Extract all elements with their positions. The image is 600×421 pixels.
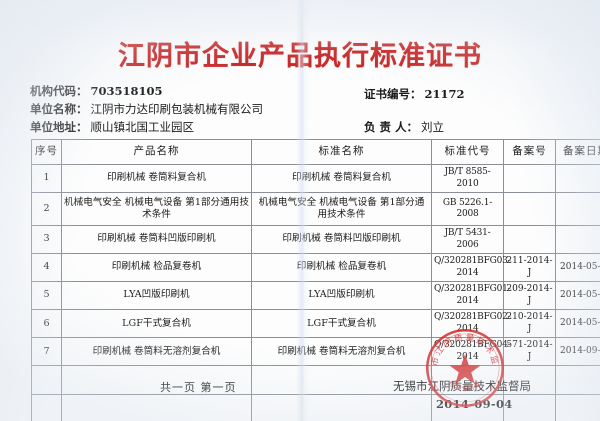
cell-file-no (503, 163, 556, 194)
cell-standard: LYA凹版印刷机 (251, 281, 432, 311)
person-in-charge-value: 刘立 (421, 120, 445, 134)
table-row: 1 印刷机械 卷筒料复合机 印刷机械 卷筒料复合机 JB/T 8585-2010 (31, 163, 600, 194)
cell-seq: 7 (31, 337, 62, 367)
column-header-code: 标准代号 (431, 139, 504, 165)
certificate-number-field: 证书编号： 21172 (364, 86, 465, 102)
cell-product: 机械电气安全 机械电气设备 第1部分通用技术条件 (61, 192, 252, 227)
certificate-number-value: 21172 (424, 87, 465, 101)
table-header-row: 序号 产品名称 标准名称 标准代号 备案号 备案日期 (31, 139, 600, 165)
table-row: 4 印刷机械 检品复卷机 印刷机械 检品复卷机 Q/320281BFG03-2014 2… (31, 253, 600, 283)
cell-code: JB/T 5431-2006 (431, 225, 504, 255)
certificate-number-label: 证书编号： (364, 87, 422, 101)
cell-empty (31, 365, 62, 396)
page-title: 江阴市企业产品执行标准证书 (118, 41, 482, 72)
column-header-seq: 序号 (31, 139, 62, 165)
page-count-text: 共一页 第一页 (160, 381, 237, 394)
cell-product: 印刷机械 卷筒料无溶剂复合机 (61, 337, 252, 367)
cell-file-no (503, 192, 556, 227)
cell-file-date: 2014-05-07 (555, 309, 600, 339)
column-header-file-no: 备案号 (503, 139, 556, 165)
cell-standard: 印刷机械 卷筒料复合机 (251, 163, 432, 194)
cell-standard: 机械电气安全 机械电气设备 第1部分通用技术条件 (251, 192, 432, 227)
cell-file-no: 211-2014-J (503, 253, 556, 283)
cell-code: JB/T 8585-2010 (431, 163, 504, 194)
table-row: 6 LGF干式复合机 LGF干式复合机 Q/320281BFG02-2014 210-2… (31, 309, 600, 339)
cell-standard: 印刷机械 卷筒料无溶剂复合机 (251, 337, 432, 367)
cell-file-date: 2014-05-07 (555, 253, 600, 283)
cell-code: GB 5226.1-2008 (431, 192, 504, 227)
cell-standard: 印刷机械 卷筒料凹版印刷机 (251, 225, 432, 255)
cell-file-no (503, 225, 556, 255)
cell-product: 印刷机械 检品复卷机 (61, 253, 252, 283)
cell-seq: 3 (31, 225, 62, 255)
cell-empty (555, 365, 600, 396)
cell-product: LGF干式复合机 (61, 309, 252, 339)
issuing-authority: 无锡市江阴质量技术监督局 (393, 379, 531, 393)
org-code-field: 机构代码： 703518105 (30, 83, 163, 99)
unit-address-field: 单位地址： 顺山镇北国工业园区 (30, 119, 194, 135)
issue-date: 2014-09-04 (436, 397, 513, 411)
table-row: 2 机械电气安全 机械电气设备 第1部分通用技术条件 机械电气安全 机械电气设备 第… (31, 192, 600, 227)
cell-product: LYA凹版印刷机 (61, 281, 252, 311)
cell-file-date (555, 163, 600, 194)
cell-empty (61, 394, 252, 421)
table-row-empty (31, 394, 600, 421)
column-header-product: 产品名称 (61, 139, 252, 165)
column-header-standard: 标准名称 (251, 139, 432, 165)
cell-file-date: 2014-09-20 (555, 337, 600, 367)
unit-address-value: 顺山镇北国工业园区 (90, 120, 195, 134)
cell-code: Q/320281BFG03-2014 (431, 253, 511, 283)
cell-file-date (555, 225, 600, 255)
unit-address-label: 单位地址： (30, 120, 88, 134)
person-in-charge-field: 负 责 人： 刘立 (364, 119, 444, 135)
cell-empty (251, 394, 432, 421)
cell-empty (555, 394, 600, 421)
unit-name-label: 单位名称： (30, 102, 88, 116)
cell-code: Q/320281BFG01-2014 (431, 281, 511, 311)
cell-standard: 印刷机械 检品复卷机 (251, 253, 432, 283)
table-row: 3 印刷机械 卷筒料凹版印刷机 印刷机械 卷筒料凹版印刷机 JB/T 5431-200… (31, 225, 600, 255)
cell-seq: 6 (31, 309, 62, 339)
cell-file-no: 210-2014-J (503, 309, 556, 339)
cell-empty (31, 394, 62, 421)
unit-name-field: 单位名称： 江阴市力达印刷包装机械有限公司 (30, 101, 263, 117)
unit-name-value: 江阴市力达印刷包装机械有限公司 (90, 102, 264, 116)
cell-seq: 5 (31, 281, 62, 311)
table-row: 5 LYA凹版印刷机 LYA凹版印刷机 Q/320281BFG01-2014 209-2… (31, 281, 600, 311)
cell-seq: 1 (31, 163, 62, 194)
cell-file-no: 209-2014-J (503, 281, 556, 311)
cell-file-date: 2014-05-07 (555, 281, 600, 311)
cell-product: 印刷机械 卷筒料凹版印刷机 (61, 225, 252, 255)
column-header-date: 备案日期 (555, 139, 600, 165)
cell-file-no: 571-2014-J (503, 337, 556, 367)
org-code-value: 703518105 (90, 84, 163, 98)
org-code-label: 机构代码： (30, 84, 88, 98)
cell-seq: 4 (31, 253, 62, 283)
cell-product: 印刷机械 卷筒料复合机 (61, 163, 252, 194)
cell-file-date (555, 192, 600, 227)
cell-seq: 2 (31, 192, 62, 227)
cell-standard: LGF干式复合机 (251, 309, 432, 339)
person-in-charge-label: 负 责 人： (364, 120, 419, 134)
cell-code: Q/320281BFG04-2014 (431, 337, 511, 367)
cell-code: Q/320281BFG02-2014 (431, 309, 511, 339)
table-row: 7 印刷机械 卷筒料无溶剂复合机 印刷机械 卷筒料无溶剂复合机 Q/320281BFG… (31, 337, 600, 367)
